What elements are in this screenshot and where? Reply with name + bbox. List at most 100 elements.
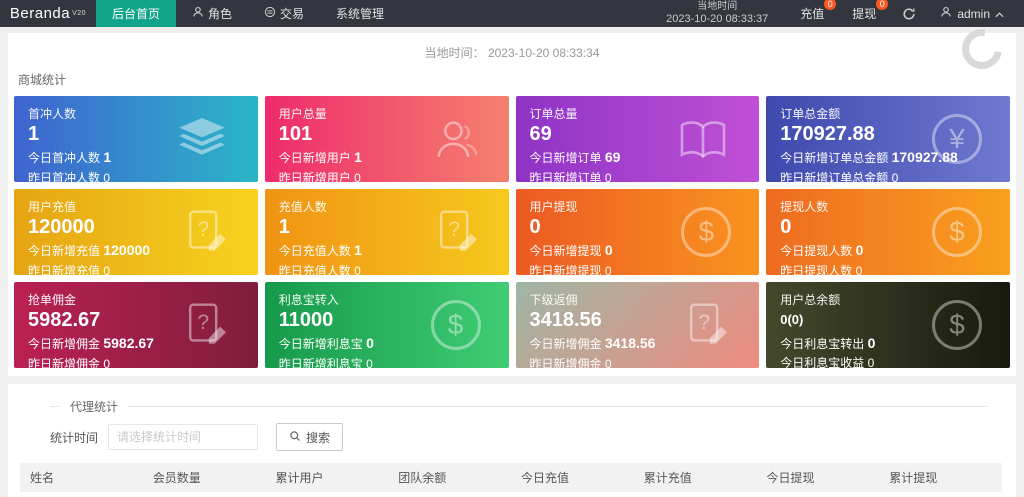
stat-card-title: 利息宝转入 [278, 293, 339, 307]
table-header-cell: 今日充值 [511, 463, 634, 492]
brand-logo[interactable]: Beranda V20 [0, 0, 96, 27]
stat-card-today: 今日新增订单 69 [529, 149, 621, 165]
agent-fieldset: 代理统计 [50, 398, 988, 415]
stat-card-yesterday: 今日利息宝收益 0 [780, 356, 875, 368]
recharge-button[interactable]: 充值 0 [786, 0, 838, 22]
search-icon [289, 430, 301, 445]
svg-text:?: ? [699, 311, 711, 334]
user-menu[interactable]: admin [928, 6, 1024, 21]
main-menu: 后台首页 角色 交易 系统管理 [96, 0, 400, 27]
stat-card-yesterday: 昨日新增订单 0 [529, 170, 612, 182]
brand-version: V20 [72, 10, 87, 17]
stat-card: 充值人数 1 今日充值人数 1 昨日充值人数 0 ? [264, 189, 509, 275]
navbar-right: 当地时间 2023-10-20 08:33:37 充值 0 提现 0 admin [648, 0, 1024, 27]
stat-card-value: 0 [780, 216, 792, 238]
table-header-cell: 累计充值 [633, 463, 757, 492]
dollar-icon: $ [932, 300, 982, 350]
table-cell: 团子 [20, 492, 143, 497]
table-cell: 0 [511, 492, 634, 497]
svg-text:?: ? [197, 218, 209, 241]
table-cell: 0 [879, 492, 1002, 497]
table-header-cell: 累计提现 [879, 463, 1002, 492]
nav-item-roles[interactable]: 角色 [176, 0, 248, 27]
time-filter-input[interactable] [108, 424, 259, 450]
stat-card: 下级返佣 3418.56 今日新增佣金 3418.56 昨日新增佣金 0 ? [515, 282, 760, 368]
stat-card-value: 1 [28, 123, 40, 145]
table-cell: 0 [142, 492, 266, 497]
dollar-icon: $ [430, 300, 481, 350]
withdraw-badge: 0 [876, 0, 889, 10]
agent-filter-form: 统计时间 搜索 [50, 423, 1016, 451]
stat-card-value: 170927.88 [780, 123, 875, 145]
stat-card-yesterday: 昨日提现人数 0 [780, 263, 863, 275]
stat-card-value: 5982.67 [28, 309, 101, 331]
stat-card-today: 今日充值人数 1 [278, 242, 362, 258]
stat-card-value: 11000 [278, 309, 334, 331]
search-button[interactable]: 搜索 [276, 423, 344, 451]
form-icon: ? [429, 206, 481, 258]
stat-card-today: 今日利息宝转出 0 [780, 334, 876, 351]
stat-card-today: 今日新增提现 0 [529, 242, 613, 258]
stat-card-yesterday: 昨日新增佣金 0 [28, 356, 111, 368]
stat-card: 抢单佣金 5982.67 今日新增佣金 5982.67 昨日新增佣金 0 ? [14, 282, 258, 368]
stat-card: 用户充值 120000 今日新增充值 120000 昨日新增充值 0 ? [14, 189, 258, 275]
refresh-icon[interactable] [890, 7, 928, 21]
stat-card-today: 今日新增利息宝 0 [278, 335, 374, 351]
stat-card-today: 今日首冲人数 1 [28, 149, 112, 165]
stat-card-value: 101 [278, 123, 313, 145]
table-header-cell: 姓名 [20, 463, 143, 492]
chevron-up-icon [995, 7, 1004, 21]
current-time: 当地时间： 2023-10-20 08:33:34 [424, 46, 600, 60]
stat-card-value: 69 [529, 123, 552, 145]
table-row: 团子0100000 [20, 492, 1002, 497]
table-cell: 0 [388, 492, 511, 497]
table-header-cell: 团队余额 [388, 463, 511, 492]
stat-card: 提现人数 0 今日提现人数 0 昨日提现人数 0 $ [766, 189, 1010, 275]
stat-card-yesterday: 昨日充值人数 0 [278, 263, 361, 275]
dollar-icon: $ [681, 207, 732, 257]
stat-card-yesterday: 昨日新增订单总金额 0 [780, 170, 899, 182]
stat-card-value: 3418.56 [529, 309, 602, 331]
stat-card-today: 今日提现人数 0 [780, 242, 864, 258]
username-label: admin [957, 6, 990, 21]
stat-card-value: 1 [278, 216, 290, 238]
table-cell: 1 [265, 492, 389, 497]
stat-card-title: 用户总量 [278, 107, 327, 121]
stat-card-today: 今日新增充值 120000 [28, 242, 151, 258]
stat-card: 利息宝转入 11000 今日新增利息宝 0 昨日新增利息宝 0 $ [264, 282, 509, 368]
svg-text:?: ? [197, 311, 209, 334]
stats-section-title: 商城统计 [18, 73, 67, 87]
top-navbar: Beranda V20 后台首页 角色 交易 系统管理 当地时间 2023-10-… [0, 0, 1024, 27]
stat-card-yesterday: 昨日新增充值 0 [28, 263, 111, 275]
recharge-badge: 0 [824, 0, 837, 10]
stat-card-today: 今日新增佣金 3418.56 [529, 335, 656, 351]
time-filter-label: 统计时间 [50, 430, 99, 445]
stat-card-title: 下级返佣 [529, 293, 578, 307]
table-header-cell: 累计用户 [265, 463, 389, 492]
users-icon [429, 113, 481, 165]
stat-card-title: 抢单佣金 [28, 293, 77, 307]
stat-card-title: 首冲人数 [28, 107, 77, 121]
table-header-cell: 今日提现 [756, 463, 880, 492]
form-icon: ? [679, 299, 731, 351]
svg-text:?: ? [448, 218, 460, 241]
agent-section-title: 代理统计 [70, 400, 119, 414]
nav-item-dashboard[interactable]: 后台首页 [96, 0, 177, 27]
withdraw-button[interactable]: 提现 0 [838, 0, 890, 22]
stat-card-yesterday: 昨日新增利息宝 0 [278, 356, 373, 368]
table-cell: 0 [756, 492, 880, 497]
nav-item-system[interactable]: 系统管理 [336, 7, 385, 21]
stat-card-yesterday: 昨日新增佣金 0 [529, 356, 612, 368]
stat-card-title: 订单总金额 [780, 107, 841, 121]
table-cell: 0 [633, 492, 757, 497]
stat-card-title: 用户充值 [28, 200, 77, 214]
stat-card-yesterday: 昨日新增用户 0 [278, 170, 361, 182]
nav-item-trade[interactable]: 交易 [248, 0, 320, 27]
dollar-icon: $ [932, 207, 982, 257]
stat-card-title: 提现人数 [780, 200, 829, 214]
stat-card: 订单总金额 170927.88 今日新增订单总金额 170927.88 昨日新增订单总… [766, 96, 1010, 182]
stat-card: 用户总余额 0(0) 今日利息宝转出 0 今日利息宝收益 0 $ [766, 282, 1010, 368]
stat-card-title: 订单总量 [529, 107, 578, 121]
navbar-local-time: 当地时间 2023-10-20 08:33:37 [666, 1, 769, 25]
